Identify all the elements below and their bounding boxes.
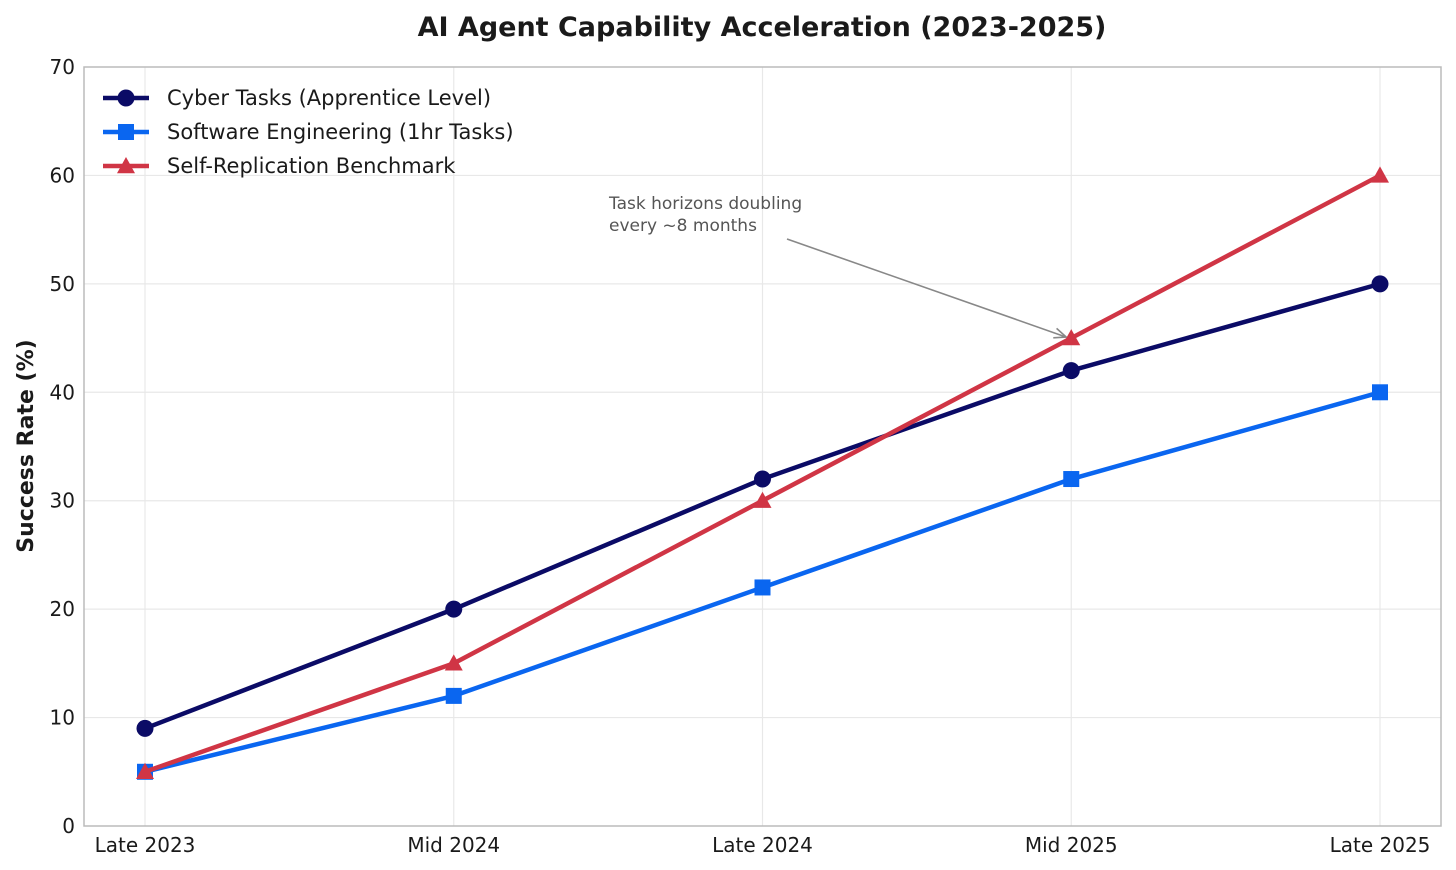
y-axis-label: Success Rate (%) — [14, 339, 39, 552]
y-tick-label: 0 — [62, 814, 75, 838]
x-tick-label: Late 2023 — [95, 833, 196, 857]
legend-label: Cyber Tasks (Apprentice Level) — [167, 86, 491, 110]
y-tick-label: 70 — [50, 55, 75, 79]
x-tick-label: Mid 2025 — [1025, 833, 1118, 857]
data-point — [1062, 329, 1081, 346]
data-point — [753, 491, 772, 508]
series-square — [137, 384, 1388, 780]
data-point — [1062, 362, 1080, 380]
legend: Cyber Tasks (Apprentice Level) Software E… — [103, 86, 514, 178]
legend-label: Software Engineering (1hr Tasks) — [167, 120, 514, 144]
plot-frame — [83, 66, 1442, 827]
data-point — [444, 654, 463, 671]
y-tick-label: 50 — [50, 272, 75, 296]
annotation-text: Task horizons doubling — [608, 194, 802, 214]
grid-lines — [84, 67, 1441, 826]
y-tick-label: 10 — [50, 706, 75, 730]
legend-entry: Self-Replication Benchmark — [103, 154, 456, 178]
series-circle — [136, 275, 1389, 737]
data-point — [1371, 275, 1389, 293]
legend-entry: Cyber Tasks (Apprentice Level) — [103, 86, 491, 110]
series-triangle — [136, 166, 1389, 779]
data-point — [754, 470, 771, 488]
x-tick-label: Mid 2024 — [407, 833, 500, 857]
data-point — [754, 579, 771, 596]
annotation-arrow-head — [1053, 327, 1069, 339]
annotation-arrow-line — [786, 238, 1067, 338]
data-point — [445, 600, 463, 618]
x-tick-label: Late 2025 — [1330, 833, 1431, 857]
data-point — [1371, 166, 1389, 183]
legend-marker — [117, 157, 135, 174]
legend-marker — [117, 89, 135, 107]
y-tick-label: 20 — [50, 597, 75, 621]
axis-ticks: 0 10 20 30 40 50 60 70 Late 2023 Mid 2024 Late 202… — [50, 55, 1431, 857]
y-tick-label: 30 — [50, 489, 75, 513]
legend-label: Self-Replication Benchmark — [167, 154, 456, 178]
x-tick-label: Late 2024 — [712, 833, 813, 857]
data-point — [1063, 471, 1080, 488]
chart-title: AI Agent Capability Acceleration (2023-2… — [418, 12, 1107, 43]
legend-entry: Software Engineering (1hr Tasks) — [103, 120, 514, 144]
data-point — [136, 762, 154, 779]
data-point — [136, 719, 154, 737]
data-point — [1372, 384, 1388, 401]
data-point — [445, 687, 462, 704]
legend-marker — [118, 124, 134, 140]
y-tick-label: 40 — [50, 380, 75, 404]
y-tick-label: 60 — [50, 163, 75, 187]
annotation-text: every ~8 months — [609, 216, 757, 236]
series-group — [136, 166, 1389, 780]
